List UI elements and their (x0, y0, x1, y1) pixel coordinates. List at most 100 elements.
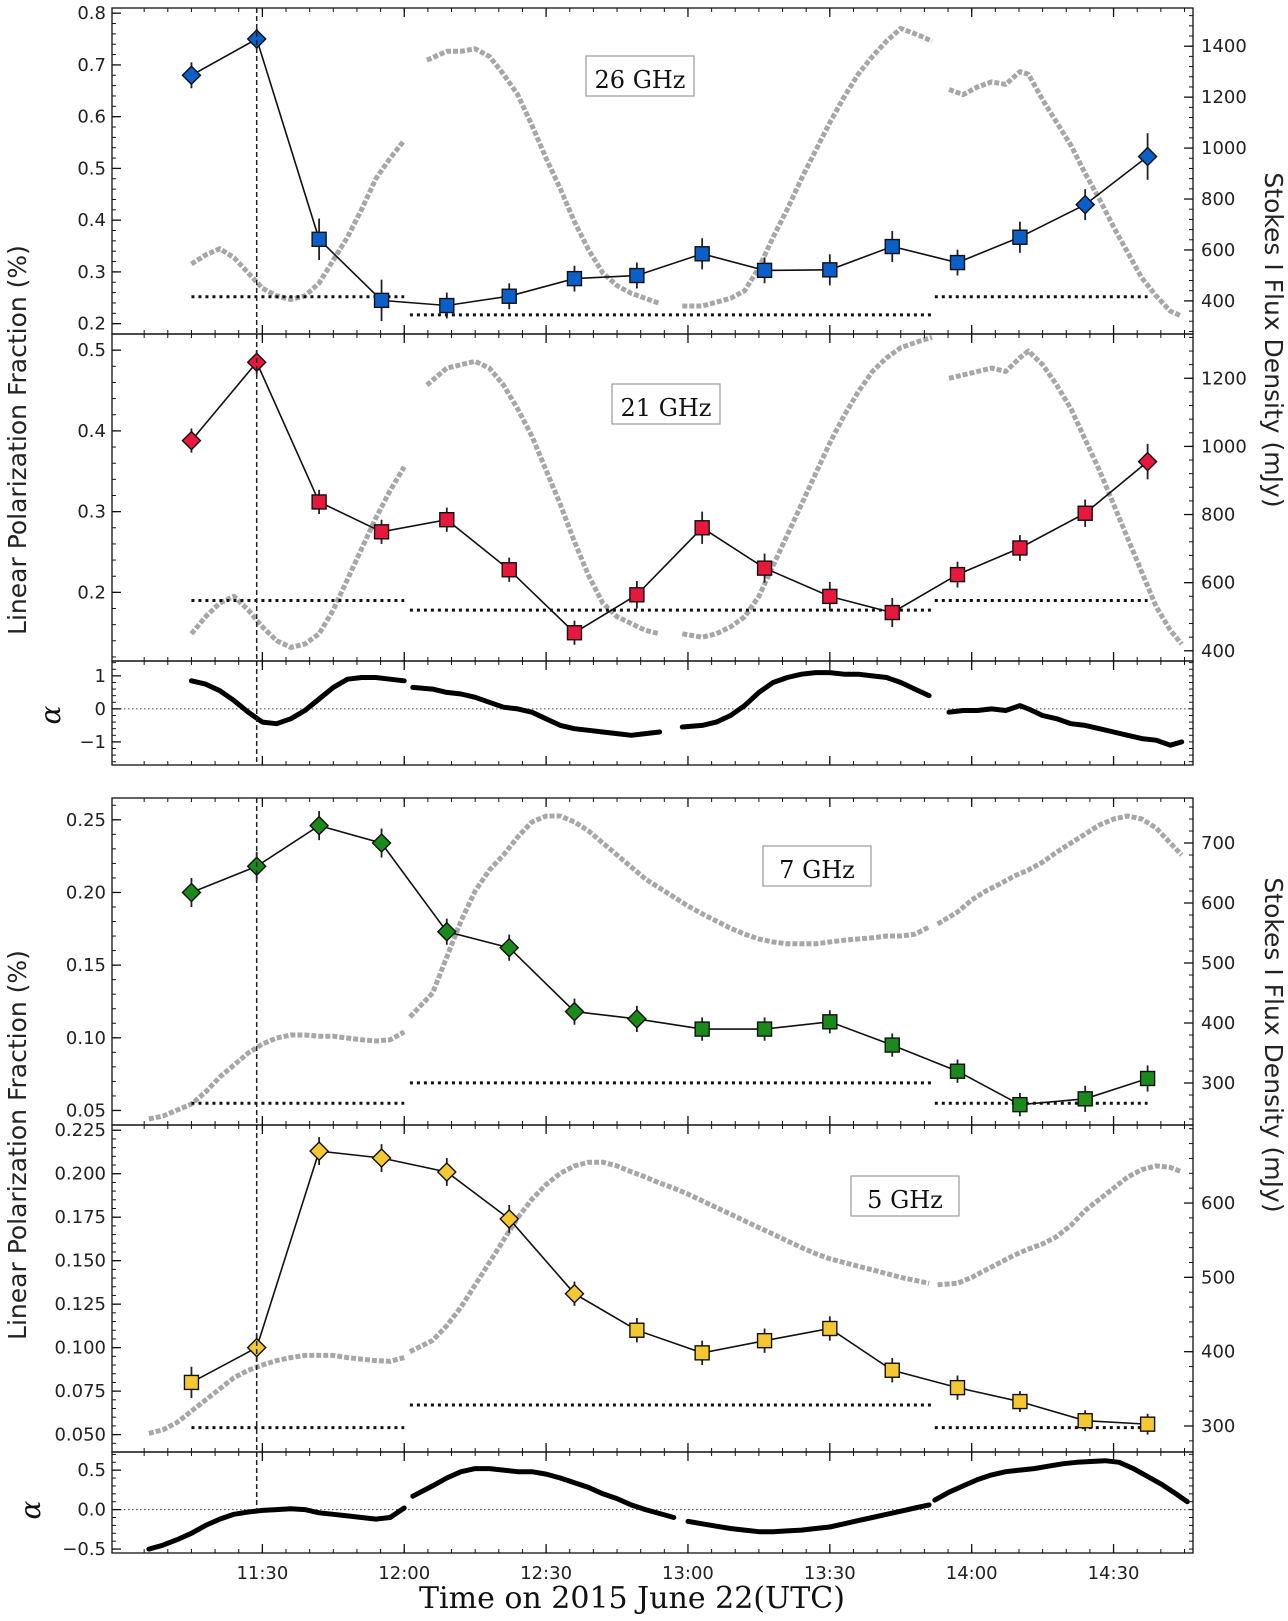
y-tick-label: 1 (95, 666, 106, 687)
data-point-square (1139, 1416, 1156, 1432)
y-tick-label: −0.5 (62, 1539, 106, 1560)
flux-density-curve (681, 335, 933, 640)
data-point-square (822, 262, 838, 278)
left-ylabel-bottom: Linear Polarization Fraction (%) (3, 950, 32, 1340)
alpha-label-bottom: α (14, 1500, 47, 1519)
left-ylabel-top: Linear Polarization Fraction (%) (3, 245, 32, 635)
y-tick-label: 0.075 (54, 1381, 106, 1402)
x-tick-label: 14:00 (946, 1563, 998, 1584)
polarization-line (191, 824, 1148, 1106)
data-point-square (756, 1332, 773, 1349)
x-tick-label: 14:30 (1088, 1563, 1140, 1584)
y-tick-label: 0.5 (77, 1460, 106, 1481)
data-point-square (694, 520, 710, 536)
data-point-square (566, 625, 583, 641)
flux-density-curve (408, 813, 931, 1019)
spectral-index-curve (146, 1505, 407, 1552)
data-point-diamond (436, 921, 457, 942)
y2-tick-label: 400 (1201, 1013, 1235, 1034)
data-point-square (1139, 1070, 1156, 1087)
data-point-diamond (1137, 451, 1158, 472)
data-point-square (373, 524, 390, 540)
y2-tick-label: 500 (1201, 1267, 1235, 1288)
spectral-index-curve (685, 1502, 932, 1535)
y-tick-label: 0.225 (54, 1120, 106, 1141)
x-tick-label: 13:30 (804, 1563, 856, 1584)
panel-26-ghz: 0.2 0.3 0.4 0.5 0.6 0.7 0.8 400 600 800 1000 1200 14… (77, 3, 1246, 334)
y-tick-label: 0.7 (77, 55, 106, 76)
y-tick-label: 0.125 (54, 1294, 106, 1315)
data-point-square (439, 297, 455, 314)
flux-density-curve (948, 69, 1183, 319)
plot-area (181, 335, 1184, 650)
x-tick-label: 12:30 (520, 1563, 572, 1584)
y-tick-label: 0.175 (54, 1207, 106, 1228)
data-point-square (1012, 1096, 1028, 1113)
data-point-diamond (181, 430, 202, 451)
x-tick-label: 13:00 (662, 1563, 714, 1584)
flux-density-curve (425, 358, 661, 637)
y-tick-label: 0.25 (66, 810, 106, 831)
flux-density-curve (937, 1163, 1183, 1288)
flux-density-curve (948, 348, 1184, 646)
data-point-square (311, 494, 327, 510)
data-point-square (694, 246, 710, 262)
frequency-label-box (611, 383, 721, 425)
polarization-line (190, 360, 1149, 634)
alpha-label-top: α (34, 705, 67, 724)
plot-area (148, 1137, 1183, 1436)
panel-21-ghz: 0.2 0.3 0.4 0.5 400 600 800 1000 1200 21 GHz (77, 333, 1247, 662)
data-point-square (756, 560, 773, 576)
plot-area (112, 670, 1193, 748)
data-point-square (439, 512, 455, 528)
spectral-index-curve (188, 675, 407, 727)
data-point-diamond (499, 1208, 520, 1229)
plot-area (148, 811, 1184, 1122)
data-point-diamond (246, 1337, 267, 1358)
y-tick-label: 0 (95, 699, 106, 720)
data-point-diamond (1137, 146, 1158, 167)
frequency-label: 5 GHz (867, 1186, 943, 1214)
y-tick-label: 0.3 (77, 502, 106, 523)
y2-tick-label: 600 (1201, 240, 1235, 261)
data-point-square (756, 1021, 773, 1037)
spectral-index-curve (410, 1466, 677, 1520)
panel-alpha-high: 1 0 −1 (79, 660, 1194, 766)
frequency-label-box (850, 1175, 960, 1217)
data-point-square (373, 292, 390, 309)
panel-frame (111, 1451, 1194, 1554)
y2-tick-label: 400 (1201, 641, 1235, 662)
y2-tick-label: 600 (1201, 1193, 1235, 1214)
flux-density-curve (682, 25, 934, 309)
x-tick-label: 12:00 (378, 1563, 430, 1584)
frequency-label: 26 GHz (595, 66, 686, 94)
y-tick-label: 0.2 (77, 582, 106, 603)
data-point-square (884, 238, 900, 255)
flux-density-curve (936, 813, 1184, 927)
y2-tick-label: 1400 (1201, 36, 1247, 57)
y-tick-label: 0.100 (54, 1338, 106, 1359)
frequency-label: 7 GHz (779, 856, 855, 884)
y-tick-label: 0.050 (54, 1425, 106, 1446)
right-ylabel-bottom: Stokes I Flux Density (mJy) (1259, 877, 1288, 1212)
data-point-square (1077, 1412, 1093, 1429)
y-tick-label: 0.0 (77, 1500, 106, 1521)
spectral-index-curve (932, 1458, 1190, 1505)
data-point-square (756, 262, 773, 279)
y-tick-label: 0.200 (54, 1164, 106, 1185)
flux-density-curve (148, 1029, 406, 1122)
data-point-square (1012, 540, 1028, 556)
plot-area (181, 25, 1183, 322)
data-point-square (822, 1014, 838, 1030)
y-tick-label: 0.10 (66, 1028, 106, 1049)
spectral-index-curve (946, 703, 1185, 748)
data-point-square (183, 1374, 200, 1391)
data-point-diamond (626, 1008, 647, 1029)
y-tick-label: −1 (79, 732, 106, 753)
frequency-label: 21 GHz (621, 394, 712, 422)
frequency-label-box (585, 55, 695, 97)
panel-frame (111, 333, 1194, 662)
y2-tick-label: 800 (1201, 189, 1235, 210)
data-point-diamond (564, 1001, 585, 1022)
